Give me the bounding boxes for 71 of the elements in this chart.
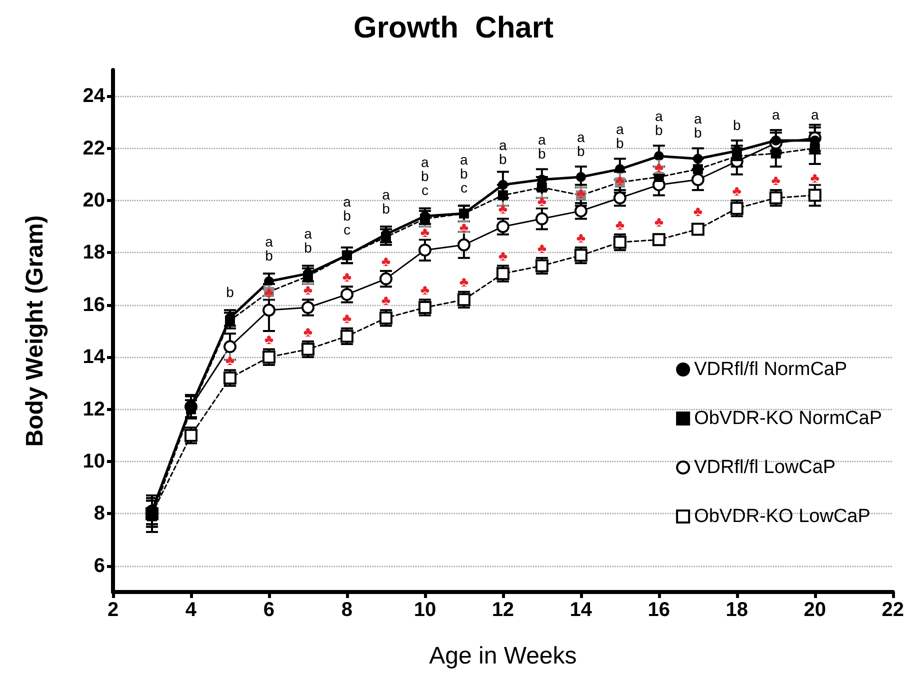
data-label: a b c (460, 152, 468, 196)
y-tick-label: 16 (82, 294, 105, 316)
data-label: a b (304, 226, 312, 256)
data-label: a b (655, 108, 664, 138)
x-tick-label: 10 (414, 599, 436, 621)
data-label: ♣ (420, 282, 430, 298)
data-label: ♣ (693, 203, 702, 220)
y-tick-label: 12 (82, 398, 105, 420)
data-label: ♣ (303, 282, 313, 298)
data-label: a b (694, 110, 702, 141)
x-tick-label: 22 (882, 599, 904, 621)
data-label: ♣ (771, 172, 780, 188)
data-label: ♣ (498, 248, 508, 264)
data-label: a b (577, 129, 586, 160)
x-tick-label: 14 (570, 599, 593, 621)
legend-label: VDRfl/fl NormCaP (694, 359, 848, 380)
x-tick-label: 12 (492, 599, 514, 621)
data-label: ♣ (576, 229, 586, 246)
data-label: ♣ (303, 323, 313, 340)
y-tick-label: 10 (82, 450, 105, 472)
data-label: ♣ (810, 169, 820, 186)
data-label: b (226, 284, 234, 300)
data-label: a b c (421, 154, 430, 198)
data-label: ♣ (420, 224, 430, 240)
data-label: a b c (343, 193, 352, 238)
data-label: ♣ (264, 331, 274, 348)
data-label: ♣ (537, 240, 547, 256)
data-label: a (810, 106, 819, 122)
data-label: ♣ (615, 216, 625, 232)
data-label: ♣ (342, 310, 352, 326)
data-label: b (733, 116, 742, 133)
x-tick-label: 6 (263, 599, 275, 621)
y-tick-label: 14 (82, 346, 106, 368)
x-axis-title: Age in Weeks (429, 642, 577, 670)
data-label: ♣ (576, 184, 586, 201)
y-tick-label: 6 (94, 554, 105, 577)
x-tick-label: 18 (726, 599, 748, 621)
x-tick-label: 2 (107, 599, 119, 621)
y-tick-label: 24 (82, 85, 106, 108)
y-tick-label: 22 (82, 137, 105, 160)
data-label: ♣ (381, 252, 391, 269)
y-axis-title: Body Weight (Gram) (22, 215, 48, 447)
x-tick-label: 8 (341, 599, 353, 621)
data-label: ♣ (732, 182, 742, 198)
data-label: ♣ (225, 352, 235, 368)
y-tick-label: 20 (82, 190, 105, 212)
x-tick-label: 4 (185, 599, 198, 621)
x-tick-label: 20 (804, 599, 826, 621)
data-label: ♣ (498, 200, 508, 217)
y-tick-label: 8 (94, 502, 105, 525)
data-label: a b (616, 121, 624, 152)
data-label: a b (382, 186, 390, 216)
data-label: ♣ (459, 274, 469, 290)
chart-title: Growth Chart (354, 12, 554, 44)
y-tick-label: 18 (82, 242, 105, 264)
legend-label: ObVDR-KO LowCaP (694, 506, 870, 527)
data-label: ♣ (537, 192, 547, 209)
data-label: ♣ (381, 292, 391, 308)
data-label: ♣ (459, 218, 469, 235)
legend-label: ObVDR-KO NormCaP (694, 408, 882, 429)
data-label: ♣ (654, 214, 664, 230)
data-label: a b (538, 132, 546, 162)
data-label: ♣ (615, 172, 625, 188)
x-tick-label: 16 (648, 599, 670, 621)
data-label: ♣ (654, 158, 664, 175)
data-label: a b (499, 136, 508, 167)
data-label: ♣ (264, 284, 274, 300)
data-label: a b (265, 233, 274, 264)
data-label: a (772, 106, 780, 122)
legend-label: VDRfl/fl LowCaP (694, 457, 836, 478)
data-label: ♣ (342, 268, 352, 284)
